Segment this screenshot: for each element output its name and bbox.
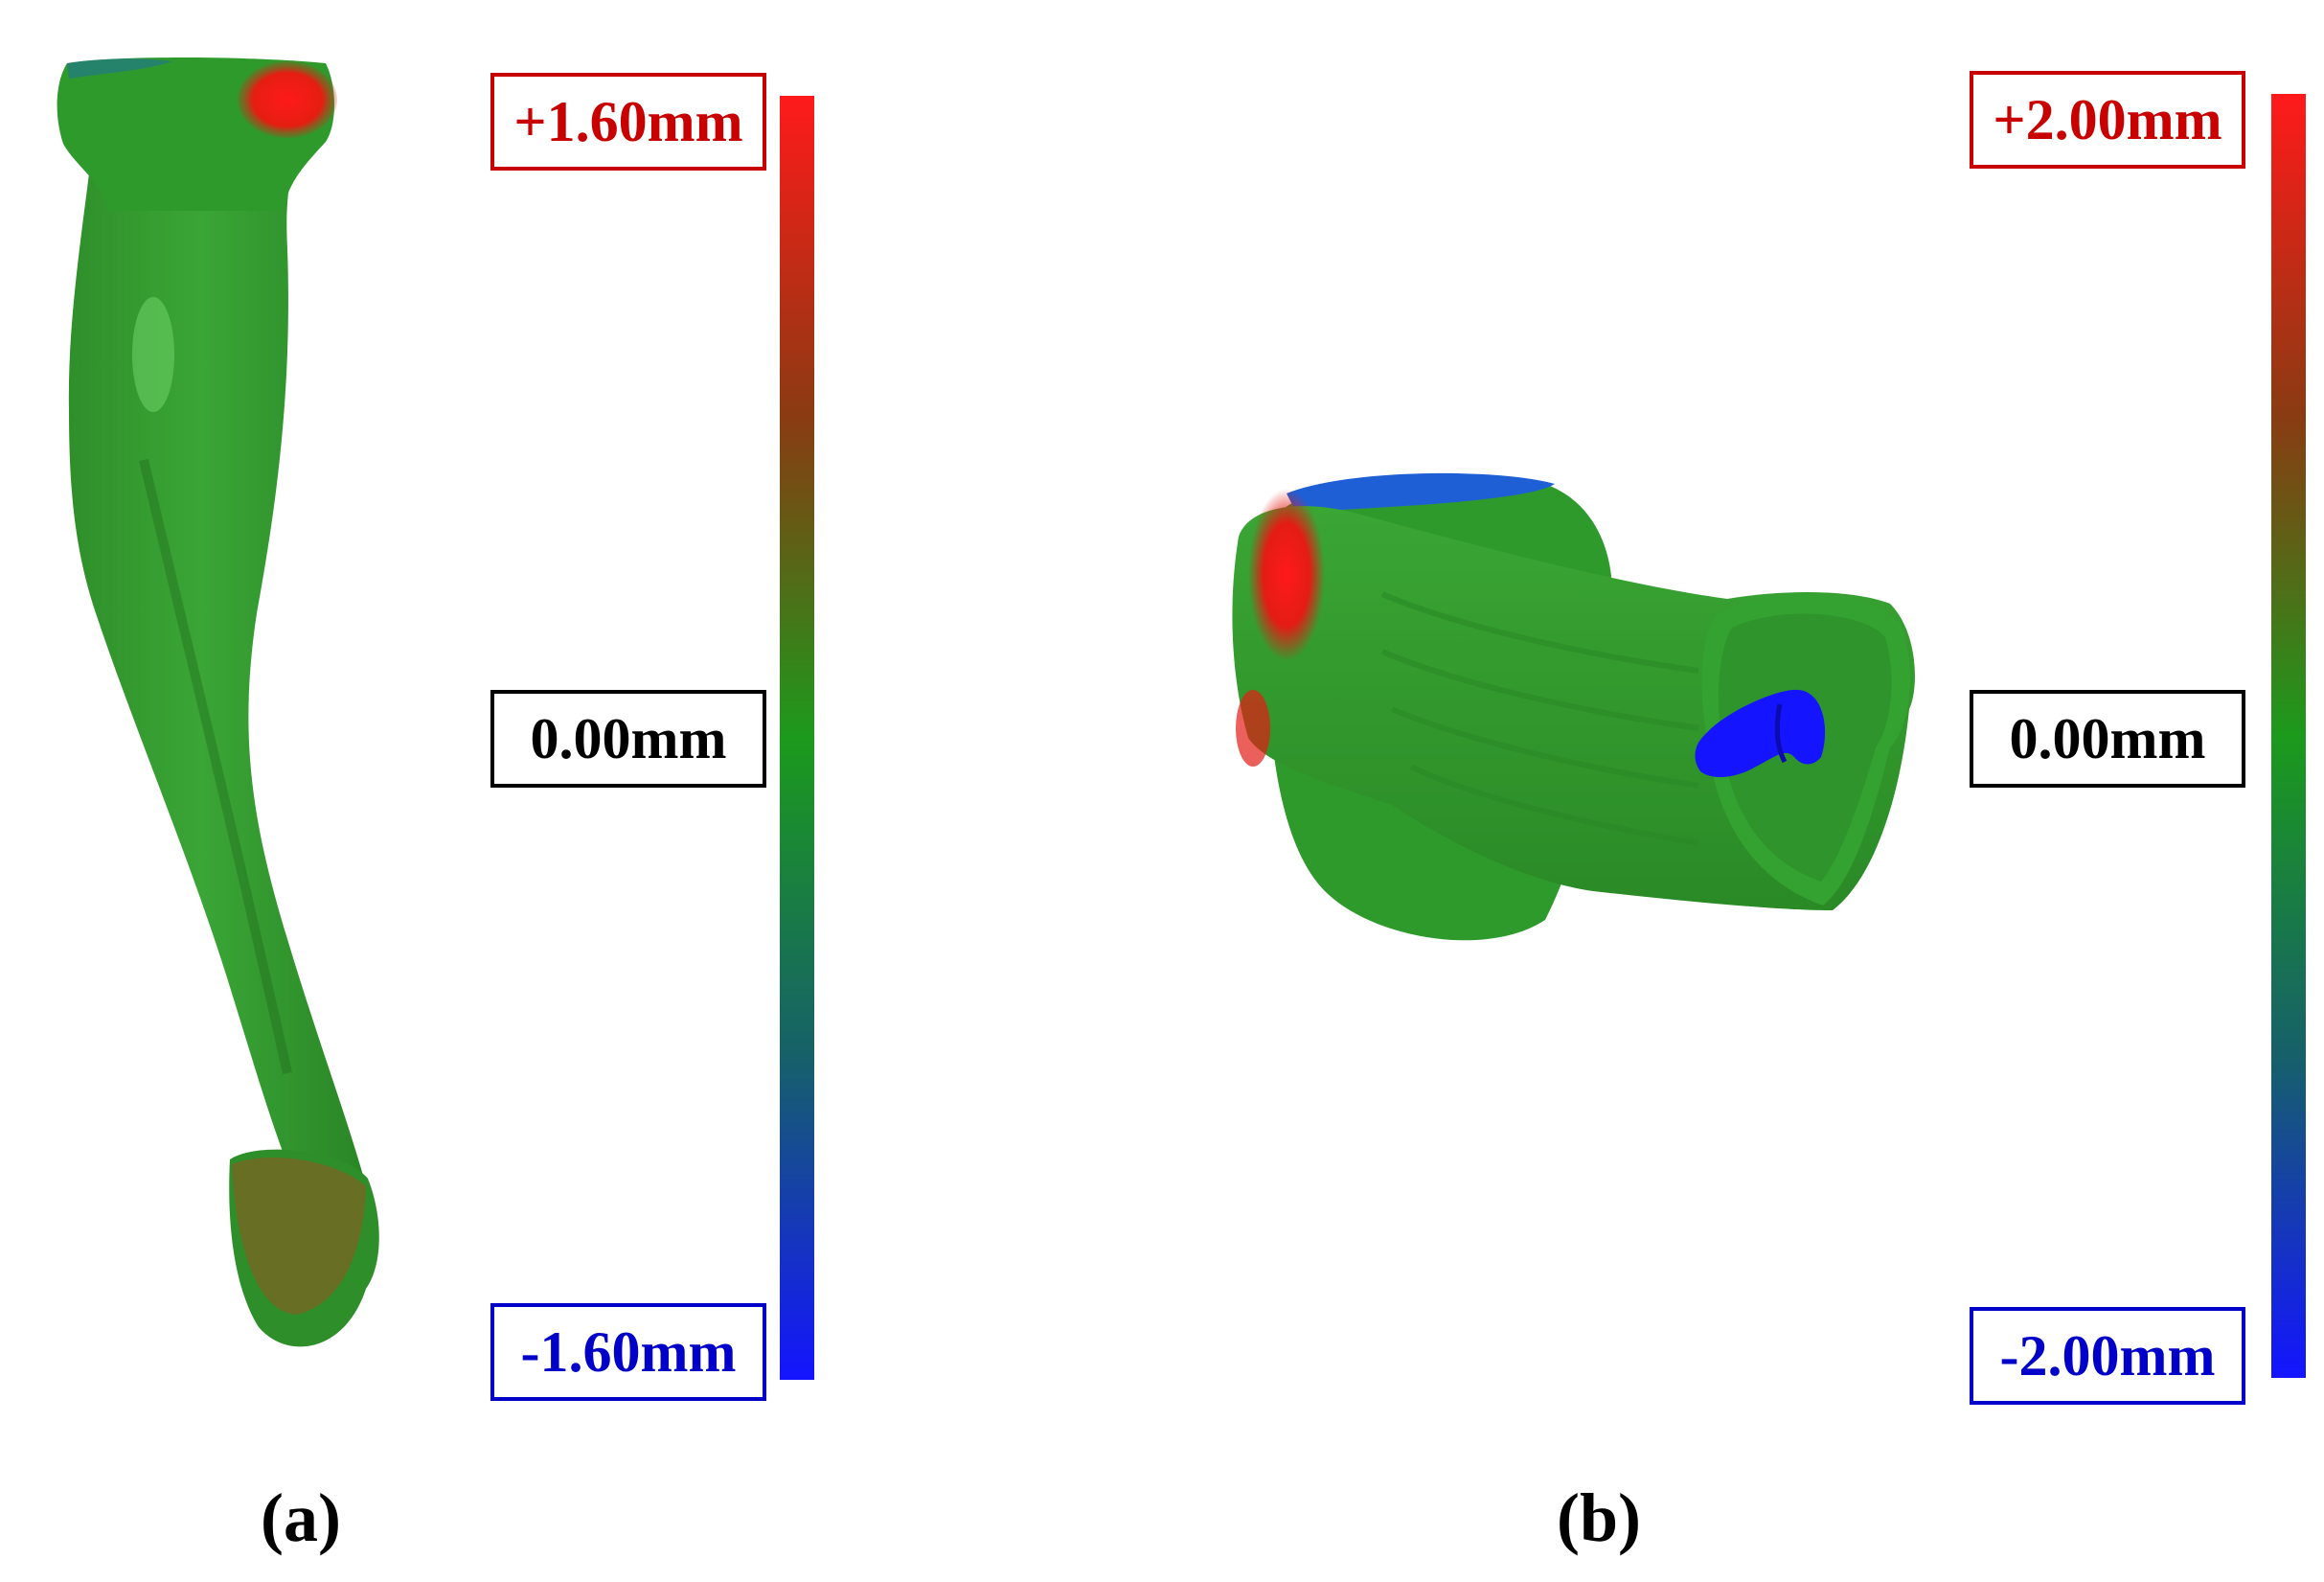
segment-blue-canal: [1695, 689, 1826, 778]
canal-edge: [1774, 703, 1788, 764]
deviation-map-bone-segment: [1232, 472, 1915, 941]
color-scale-bar: [780, 96, 814, 1380]
bone-shaft: [68, 149, 365, 1188]
panel-a: +1.60mm 0.00mm -1.60mm (a): [57, 57, 814, 1556]
segment-red-lower: [1236, 690, 1270, 767]
scale-min-label: -2.00mm: [1970, 1307, 2245, 1405]
scale-zero-label: 0.00mm: [1970, 690, 2245, 788]
scale-max-label: +1.60mm: [490, 73, 766, 171]
scale-min-label: -1.60mm: [490, 1303, 766, 1401]
segment-ridges: [1380, 591, 1699, 846]
color-scale-bar: [2271, 94, 2306, 1378]
head-blue-tint: [67, 58, 172, 79]
panel-b: +2.00mm 0.00mm -2.00mm (b): [1162, 0, 2324, 1582]
scale-zero-label: 0.00mm: [490, 690, 766, 788]
shaft-shadow-line: [139, 458, 292, 1075]
shaft-highlight: [132, 297, 174, 412]
segment-red-region: [1248, 489, 1325, 661]
distal-cut-face: [232, 1158, 366, 1315]
segment-top-blue-rim: [1287, 472, 1555, 513]
panel-caption-a: (a): [261, 1479, 341, 1556]
head-red-region: [238, 61, 337, 138]
panel-caption-b: (b): [1557, 1479, 1641, 1556]
deviation-map-long-bone: [57, 57, 379, 1347]
scale-max-label: +2.00mm: [1970, 71, 2245, 169]
